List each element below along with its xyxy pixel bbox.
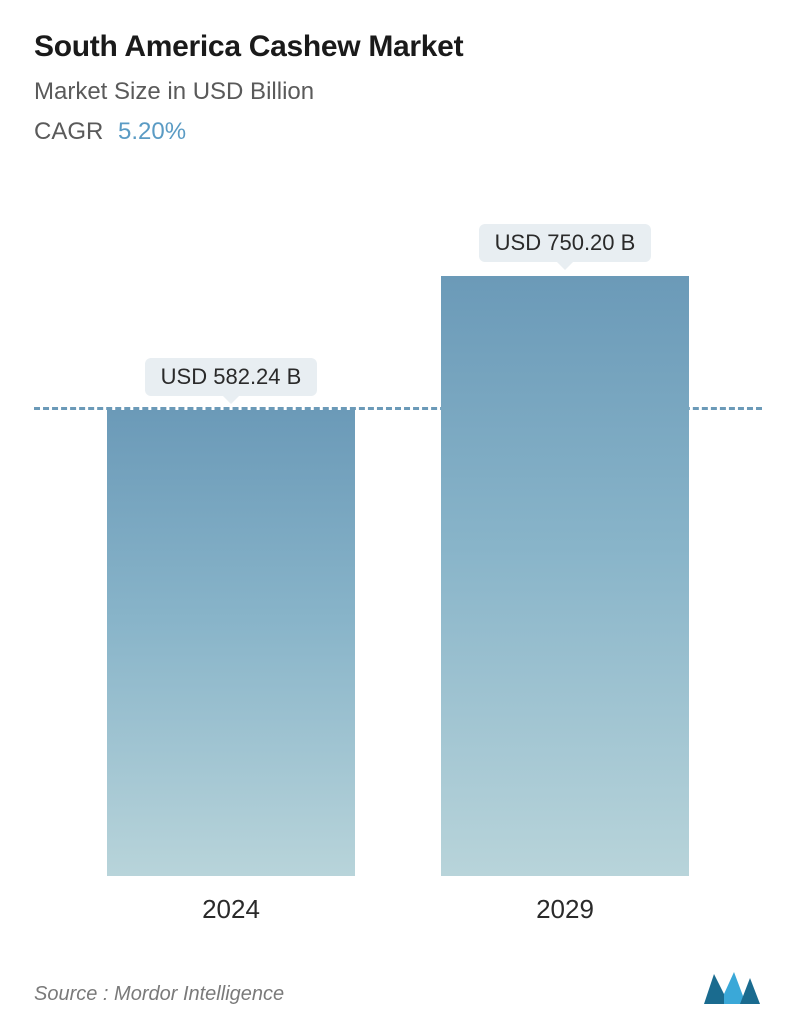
mordor-logo-icon xyxy=(702,966,762,1006)
cagr-value: 5.20% xyxy=(118,118,186,145)
x-axis: 2024 2029 xyxy=(34,876,762,925)
source-text: Source : Mordor Intelligence xyxy=(34,983,284,1006)
bar xyxy=(107,410,355,876)
chart-area: USD 582.24 B USD 750.20 B xyxy=(34,196,762,876)
cagr-row: CAGR 5.20% xyxy=(34,118,762,146)
chart-subtitle: Market Size in USD Billion xyxy=(34,78,762,106)
bars-container: USD 582.24 B USD 750.20 B xyxy=(34,196,762,876)
bar-group: USD 582.24 B xyxy=(101,410,361,876)
cagr-label: CAGR xyxy=(34,118,103,145)
bar-value-label: USD 582.24 B xyxy=(145,358,318,396)
chart-footer: Source : Mordor Intelligence xyxy=(34,966,762,1006)
chart-title: South America Cashew Market xyxy=(34,30,762,64)
x-axis-label: 2029 xyxy=(435,894,695,925)
bar xyxy=(441,276,689,876)
bar-value-label: USD 750.20 B xyxy=(479,224,652,262)
bar-group: USD 750.20 B xyxy=(435,276,695,876)
x-axis-label: 2024 xyxy=(101,894,361,925)
